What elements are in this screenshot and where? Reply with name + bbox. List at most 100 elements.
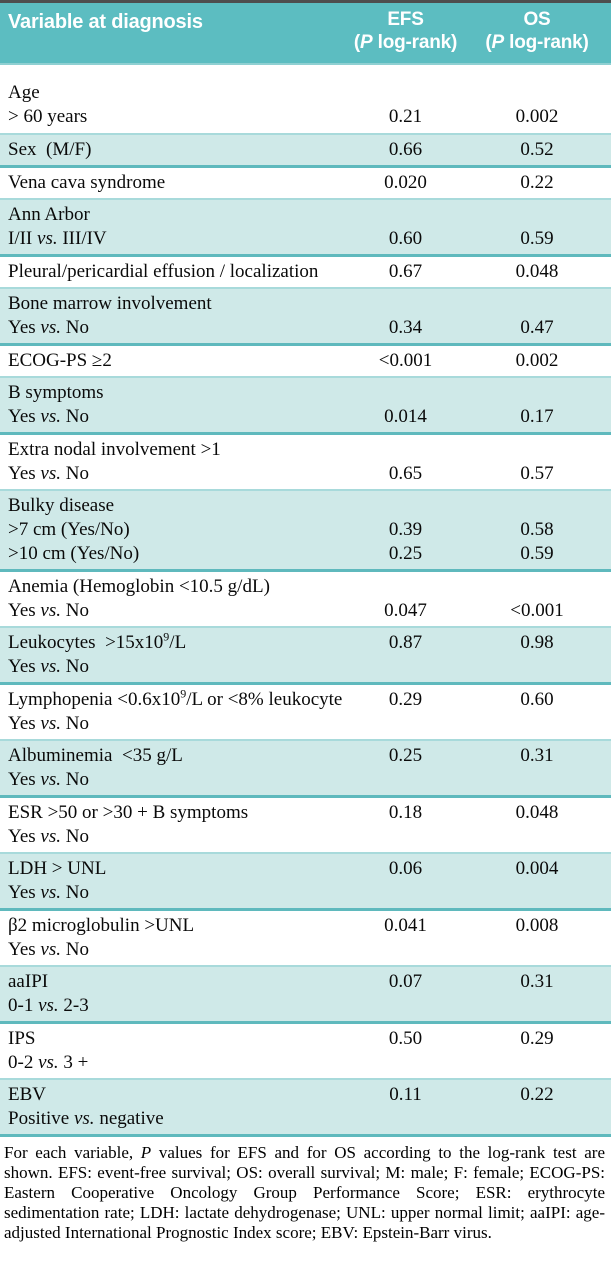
row-line: Yes vs. No [0, 712, 611, 736]
efs-value: 0.020 [384, 172, 427, 193]
row-line: EBV 0.11 0.22 [0, 1083, 611, 1107]
table-row: Sex (M/F) 0.66 0.52 [0, 133, 611, 168]
variable-label: Yes vs. No [8, 939, 89, 960]
efs-value: 0.29 [388, 689, 423, 710]
efs-value [348, 292, 463, 316]
efs-value: 0.047 [384, 600, 427, 621]
os-value: 0.008 [515, 915, 559, 936]
row-line: Bone marrow involvement [0, 292, 611, 316]
table-row: Bone marrow involvement Yes vs. No 0.34 0.4… [0, 287, 611, 346]
variable-label: Yes vs. No [8, 826, 89, 847]
os-value: 0.47 [520, 317, 554, 338]
efs-value [348, 1051, 463, 1075]
os-value [463, 575, 611, 599]
os-value [463, 712, 611, 736]
os-value: 0.22 [520, 172, 554, 193]
row-line: Pleural/pericardial effusion / localizat… [0, 260, 611, 284]
table-header: Variable at diagnosis EFS (P log-rank) O… [0, 3, 611, 65]
efs-value: 0.87 [388, 632, 423, 653]
os-value [463, 768, 611, 792]
table-row: aaIPI 0.07 0.31 0-1 vs. 2-3 [0, 965, 611, 1024]
efs-value: 0.06 [388, 858, 423, 879]
os-value [463, 438, 611, 462]
variable-label: Vena cava syndrome [8, 172, 166, 193]
os-value: 0.59 [520, 228, 554, 249]
row-line: Leukocytes >15x109/L 0.87 0.98 [0, 631, 611, 655]
row-line: ESR >50 or >30 + B symptoms 0.18 0.048 [0, 801, 611, 825]
variable-label: Ann Arbor [8, 204, 90, 225]
efs-value [348, 825, 463, 849]
efs-value: 0.21 [388, 106, 423, 127]
variable-label: Yes vs. No [8, 769, 89, 790]
table-row: Vena cava syndrome 0.020 0.22 [0, 168, 611, 198]
efs-value: 0.39 [388, 519, 423, 540]
efs-value [348, 494, 463, 518]
variable-label: Yes vs. No [8, 463, 89, 484]
variable-label: Bulky disease [8, 495, 115, 516]
variable-label: Yes vs. No [8, 600, 89, 621]
table-row: B symptoms Yes vs. No 0.014 0.17 [0, 376, 611, 435]
table-row: Leukocytes >15x109/L 0.87 0.98 Yes vs. No [0, 626, 611, 685]
row-line: 0-2 vs. 3 + [0, 1051, 611, 1075]
os-value: 0.004 [515, 858, 559, 879]
variable-label: Yes vs. No [8, 713, 89, 734]
variable-label: aaIPI [8, 971, 49, 992]
variable-label: Pleural/pericardial effusion / localizat… [8, 261, 319, 282]
row-line: Yes vs. No [0, 768, 611, 792]
os-value: 0.58 [520, 519, 554, 540]
table-row: EBV 0.11 0.22 Positive vs. negative [0, 1078, 611, 1137]
efs-value [348, 938, 463, 962]
variable-label: EBV [8, 1084, 46, 1105]
variable-label: 0-2 vs. 3 + [8, 1052, 89, 1073]
os-value: 0.59 [520, 543, 554, 564]
row-line: Extra nodal involvement >1 [0, 438, 611, 462]
top-rule [0, 0, 611, 3]
variable-label: >10 cm (Yes/No) [8, 543, 140, 564]
os-value [463, 203, 611, 227]
os-value [463, 825, 611, 849]
row-line: Bulky disease [0, 494, 611, 518]
row-line: LDH > UNL 0.06 0.004 [0, 857, 611, 881]
os-value [463, 881, 611, 905]
efs-value: 0.25 [388, 543, 423, 564]
table-row: β2 microglobulin >UNL 0.041 0.008 Yes vs. N… [0, 911, 611, 965]
efs-value: 0.25 [388, 745, 423, 766]
table-body: Age > 60 years 0.21 0.002 Sex (M/F) 0.66 0.52 V… [0, 65, 611, 1137]
efs-value [348, 768, 463, 792]
row-line: Yes vs. No [0, 825, 611, 849]
variable-label: Bone marrow involvement [8, 293, 212, 314]
efs-value: 0.67 [388, 261, 423, 282]
os-value: 0.22 [520, 1084, 554, 1105]
variable-label: B symptoms [8, 382, 104, 403]
table-row: Ann Arbor I/II vs. III/IV 0.60 0.59 [0, 198, 611, 257]
table-row: Extra nodal involvement >1 Yes vs. No 0.65… [0, 435, 611, 489]
variable-label: Yes vs. No [8, 656, 89, 677]
table-footnote: For each variable, P values for EFS and … [4, 1143, 605, 1242]
variable-label: Lymphopenia <0.6x109/L or <8% leukocyte [8, 686, 343, 710]
row-line: 0-1 vs. 2-3 [0, 994, 611, 1018]
row-line: Yes vs. No [0, 938, 611, 962]
row-line: Anemia (Hemoglobin <10.5 g/dL) [0, 575, 611, 599]
os-value [463, 81, 611, 105]
row-line: Lymphopenia <0.6x109/L or <8% leukocyte 0… [0, 688, 611, 712]
os-value [463, 292, 611, 316]
table-row: Pleural/pericardial effusion / localizat… [0, 257, 611, 287]
variable-label: Sex (M/F) [8, 139, 92, 160]
table-row: Age > 60 years 0.21 0.002 [0, 65, 611, 133]
row-line: Age [0, 81, 611, 105]
efs-value: 0.041 [384, 915, 427, 936]
os-value: 0.048 [515, 261, 559, 282]
row-line: aaIPI 0.07 0.31 [0, 970, 611, 994]
row-line: B symptoms [0, 381, 611, 405]
variable-label: Age [8, 82, 40, 103]
table-row: Bulky disease >7 cm (Yes/No) 0.39 0.58 >10 c… [0, 489, 611, 572]
variable-label: Yes vs. No [8, 317, 89, 338]
efs-value: 0.66 [388, 139, 423, 160]
os-value: 0.31 [520, 745, 554, 766]
efs-value [348, 575, 463, 599]
row-line: Sex (M/F) 0.66 0.52 [0, 138, 611, 162]
row-line: Ann Arbor [0, 203, 611, 227]
efs-value [348, 1107, 463, 1131]
table-row: Lymphopenia <0.6x109/L or <8% leukocyte 0… [0, 685, 611, 739]
